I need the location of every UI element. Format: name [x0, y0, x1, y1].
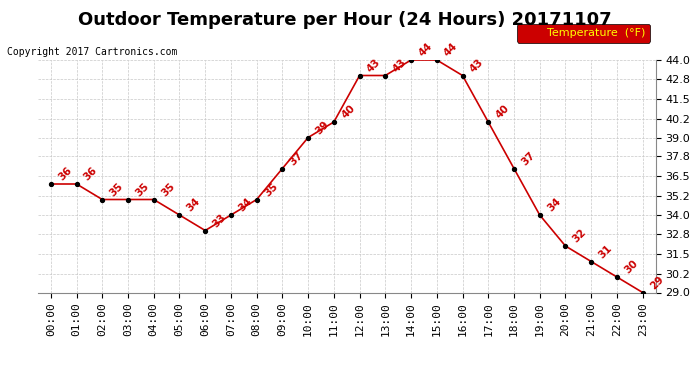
- Point: [431, 57, 442, 63]
- Point: [483, 119, 494, 125]
- Point: [611, 274, 622, 280]
- Text: 32: 32: [571, 227, 589, 244]
- Text: 33: 33: [210, 212, 228, 229]
- Text: Copyright 2017 Cartronics.com: Copyright 2017 Cartronics.com: [7, 47, 177, 57]
- Text: 43: 43: [468, 57, 486, 74]
- Text: 40: 40: [339, 103, 357, 121]
- Text: 36: 36: [82, 165, 99, 183]
- Point: [97, 196, 108, 202]
- Point: [226, 212, 237, 218]
- Text: Outdoor Temperature per Hour (24 Hours) 20171107: Outdoor Temperature per Hour (24 Hours) …: [78, 11, 612, 29]
- Text: 35: 35: [108, 181, 125, 198]
- Point: [123, 196, 134, 202]
- Text: 40: 40: [494, 103, 511, 121]
- Text: 34: 34: [185, 196, 202, 214]
- Point: [199, 228, 210, 234]
- Point: [509, 165, 520, 171]
- Text: 30: 30: [622, 258, 640, 276]
- Point: [71, 181, 82, 187]
- Text: 39: 39: [314, 119, 331, 136]
- Point: [560, 243, 571, 249]
- Text: 43: 43: [365, 57, 382, 74]
- Point: [277, 165, 288, 171]
- Text: 37: 37: [288, 150, 306, 167]
- Text: 34: 34: [545, 196, 562, 214]
- Text: 44: 44: [417, 41, 434, 58]
- Text: 43: 43: [391, 57, 408, 74]
- Legend: Temperature  (°F): Temperature (°F): [517, 24, 650, 43]
- Point: [328, 119, 339, 125]
- Point: [46, 181, 57, 187]
- Text: 36: 36: [57, 165, 74, 183]
- Point: [354, 72, 365, 78]
- Text: 35: 35: [159, 181, 177, 198]
- Point: [174, 212, 185, 218]
- Text: 35: 35: [134, 181, 151, 198]
- Point: [406, 57, 417, 63]
- Point: [251, 196, 262, 202]
- Point: [303, 135, 314, 141]
- Point: [586, 258, 597, 264]
- Point: [637, 290, 648, 296]
- Point: [534, 212, 545, 218]
- Text: 35: 35: [262, 181, 279, 198]
- Text: 37: 37: [520, 150, 537, 167]
- Point: [457, 72, 468, 78]
- Text: 34: 34: [237, 196, 254, 214]
- Point: [148, 196, 159, 202]
- Text: 29: 29: [648, 274, 665, 291]
- Text: 31: 31: [597, 243, 614, 260]
- Text: 44: 44: [442, 41, 460, 58]
- Point: [380, 72, 391, 78]
